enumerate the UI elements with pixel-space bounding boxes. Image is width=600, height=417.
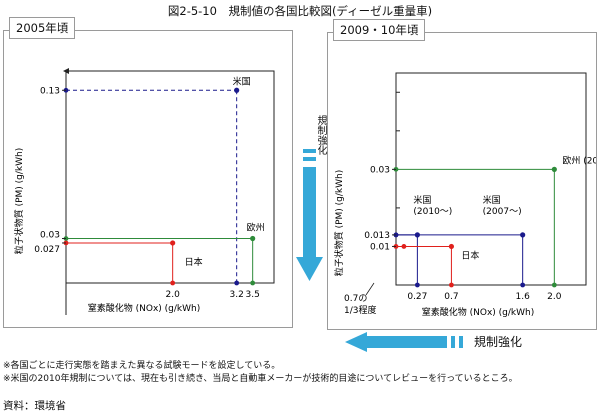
axis-point [414, 282, 420, 288]
data-point [520, 232, 526, 238]
arrow-dash [303, 157, 316, 161]
x-axis-label: 窒素酸化物 (NOx) (g/kWh) [88, 302, 200, 314]
footnote-pointer [365, 282, 375, 296]
y-tick-label: 0.03 [40, 231, 60, 241]
arrow-head [345, 332, 367, 352]
y-tick-label: 0.13 [40, 86, 60, 96]
panel-2005: 2005年頃 米国欧州日本 0.13 0.03 0.027 2.0 3.2 3.5 粒子状… [3, 17, 293, 328]
data-point [234, 87, 240, 93]
y-tick-label: 0.03 [370, 165, 390, 175]
panel-label-2005: 2005年頃 [9, 17, 76, 39]
data-point [170, 240, 176, 246]
series-label: 日本 [461, 249, 479, 261]
series-label: 日本 [185, 256, 203, 268]
axis-point [551, 282, 557, 288]
series-label: 欧州 [247, 222, 265, 234]
y-axis-label: 粒子状物質 (PM) (g/kWh) [13, 148, 25, 255]
series-label: 米国 [483, 194, 501, 206]
y-tick-label: 0.01 [370, 242, 390, 252]
horizontal-arrow-group [345, 332, 463, 352]
footnote-label-line1: 0.7の [344, 294, 367, 304]
vertical-arrow-group [296, 149, 323, 281]
vertical-arrow-label: 規制強化 [315, 115, 326, 155]
note-1: ※各国ごとに走行実態を踏まえた異なる試験モードを設定している。 [3, 361, 281, 371]
plot-frame [395, 72, 587, 286]
note-2: ※米国の2010年規制については、現在も引き続き、当局と自動車メーカーが技術的目… [3, 374, 518, 384]
axis-point [520, 282, 526, 288]
y-axis-label: 粒子状物質 (PM) (g/kWh) [333, 170, 345, 277]
y-tick-label: 0.027 [34, 245, 60, 255]
chart-2009-10: 米国(2010〜)米国(2007〜)欧州 (2008〜)日本 0.030.013… [333, 72, 600, 318]
x-tick-label: 0.7 [444, 292, 458, 302]
y-tick-label: 0.013 [364, 231, 390, 241]
arrow-shaft [367, 336, 447, 348]
horizontal-arrow-label: 規制強化 [474, 335, 523, 349]
x-tick-label: 3.5 [246, 290, 260, 300]
x-tick-label: 2.0 [166, 290, 181, 300]
arrow-shaft [303, 167, 316, 257]
arrow-head [296, 257, 323, 281]
axis-point [250, 280, 256, 286]
x-axis-label: 窒素酸化物 (NOx) (g/kWh) [422, 306, 534, 318]
series-label: (2007〜) [483, 207, 522, 217]
x-tick-label: 1.6 [516, 292, 531, 302]
footnote-label-line2: 1/3程度 [344, 304, 377, 316]
x-tick-label: 3.2 [230, 290, 244, 300]
axis-point [449, 282, 454, 288]
arrow-dash [459, 336, 463, 348]
arrow-dash [303, 149, 316, 153]
axis-point [170, 280, 176, 286]
figure-title: 図2-5-10 規制値の各国比較図(ディーゼル重量車) [167, 4, 433, 18]
axis-point [234, 280, 240, 286]
axis-point [401, 244, 407, 249]
series-label: 米国 [233, 75, 251, 87]
series-label: 欧州 (2008〜) [562, 154, 596, 166]
arrow-dash [451, 336, 455, 348]
panel-label-2009-10: 2009・10年頃 [333, 19, 426, 41]
panel-2009-10: 2009・10年頃 米国(2010〜)米国(2007〜)欧州 (2008〜)日本… [327, 19, 600, 330]
data-point [551, 166, 557, 172]
source-label: 資料：環境省 [3, 400, 66, 412]
data-point [448, 243, 455, 250]
plot-frame [65, 70, 275, 284]
x-tick-label: 2.0 [547, 292, 562, 302]
series-label: 米国 [413, 194, 431, 206]
data-point [250, 235, 256, 242]
series-label: (2010〜) [413, 207, 452, 217]
x-tick-label: 0.27 [407, 292, 427, 302]
